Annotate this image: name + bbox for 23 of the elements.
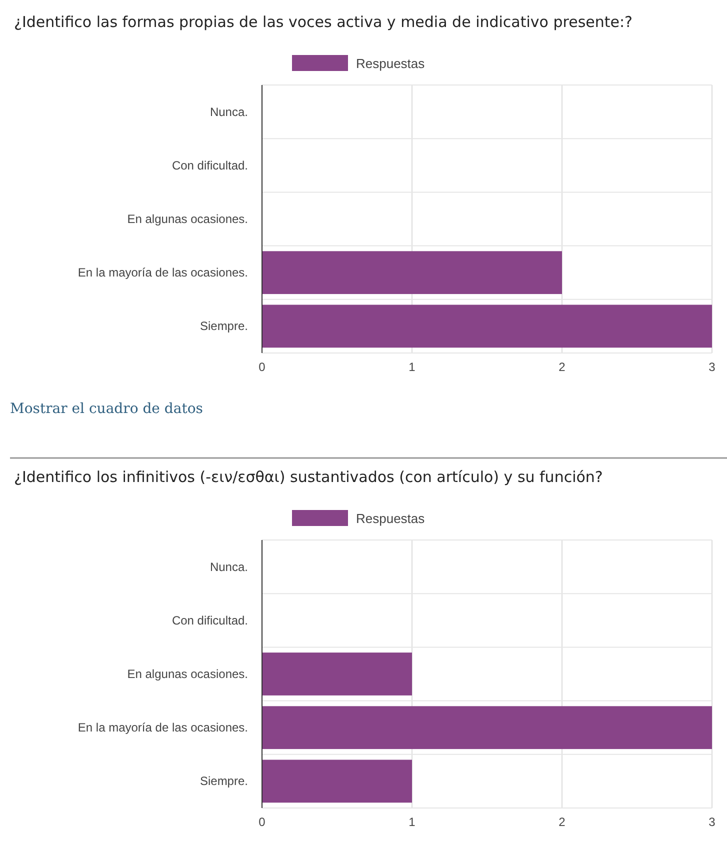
- y-tick-label: En la mayoría de las ocasiones.: [78, 720, 248, 735]
- x-tick-label: 1: [408, 815, 416, 829]
- y-tick-label: Con dificultad.: [172, 158, 248, 172]
- y-tick-label: Siempre.: [200, 774, 248, 788]
- chart-title: ¿Identifico los infinitivos (-ειν/εσθαι) sustantivados (con artículo) y su función?: [14, 468, 603, 486]
- legend-label: Respuestas: [356, 511, 426, 526]
- x-tick-label: 2: [558, 815, 566, 829]
- y-tick-label: En la mayoría de las ocasiones.: [78, 266, 248, 280]
- y-tick-label: Con dificultad.: [172, 613, 248, 628]
- chart-title: ¿Identifico las formas propias de las voces activa y media de indicativo presente:?: [14, 13, 633, 31]
- y-tick-label: Nunca.: [210, 104, 248, 119]
- text: Mostrar el cuadro de datos: [10, 401, 203, 417]
- x-tick-label: 2: [558, 360, 566, 374]
- legend-label: Respuestas: [356, 56, 426, 71]
- y-tick-label: Siempre.: [200, 319, 248, 334]
- x-tick-label: 0: [258, 815, 266, 829]
- x-tick-label: 1: [408, 360, 416, 374]
- x-tick-label: 3: [708, 360, 716, 374]
- x-tick-label: 0: [258, 360, 266, 374]
- x-tick-label: 3: [708, 815, 716, 829]
- y-tick-label: En algunas ocasiones.: [127, 667, 248, 681]
- y-tick-label: Nunca.: [210, 560, 248, 574]
- y-tick-label: En algunas ocasiones.: [127, 212, 248, 226]
